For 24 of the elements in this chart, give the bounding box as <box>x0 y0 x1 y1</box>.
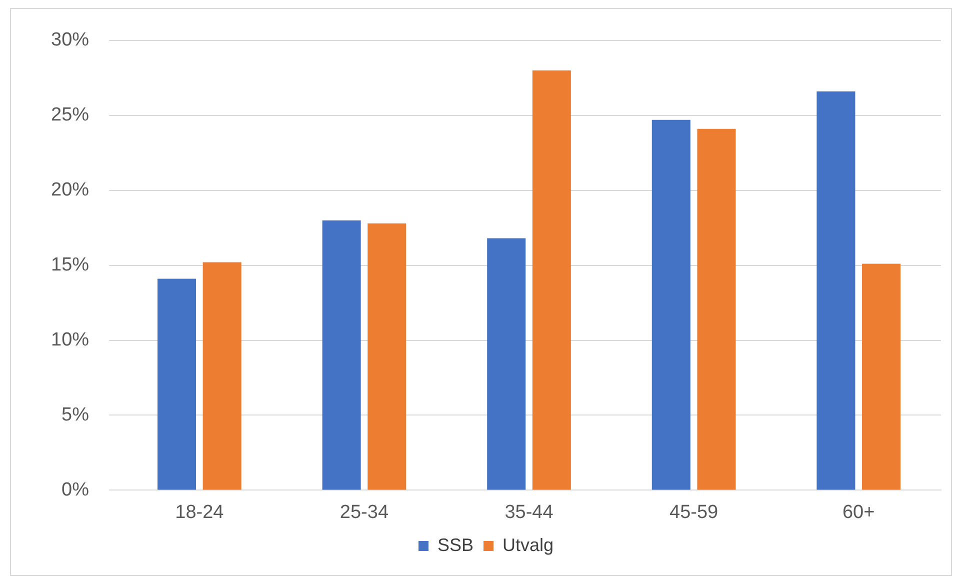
bar <box>652 120 690 490</box>
y-tick-label: 20% <box>50 180 90 201</box>
legend-label: SSB <box>437 534 474 555</box>
y-tick-label: 0% <box>62 479 90 500</box>
y-tick-label: 10% <box>50 330 90 350</box>
x-tick-label: 60+ <box>842 502 875 523</box>
y-tick-label: 25% <box>50 104 90 126</box>
bar <box>697 128 736 490</box>
x-tick-label: 35-44 <box>504 502 554 523</box>
bar <box>368 223 406 490</box>
x-tick-label: 45-59 <box>670 502 718 523</box>
bar <box>158 278 196 490</box>
y-tick-label: 15% <box>50 254 90 276</box>
x-tick-label: 25-34 <box>340 502 389 523</box>
bar <box>487 238 526 490</box>
bar <box>322 220 361 490</box>
legend-label: Utvalg <box>502 534 554 555</box>
x-tick-label: 18-24 <box>175 502 224 523</box>
bar <box>532 70 571 490</box>
bar <box>202 262 242 490</box>
y-tick-label: 5% <box>62 404 90 426</box>
y-tick-label: 30% <box>50 30 90 51</box>
bar <box>862 264 901 490</box>
bar <box>816 91 856 490</box>
